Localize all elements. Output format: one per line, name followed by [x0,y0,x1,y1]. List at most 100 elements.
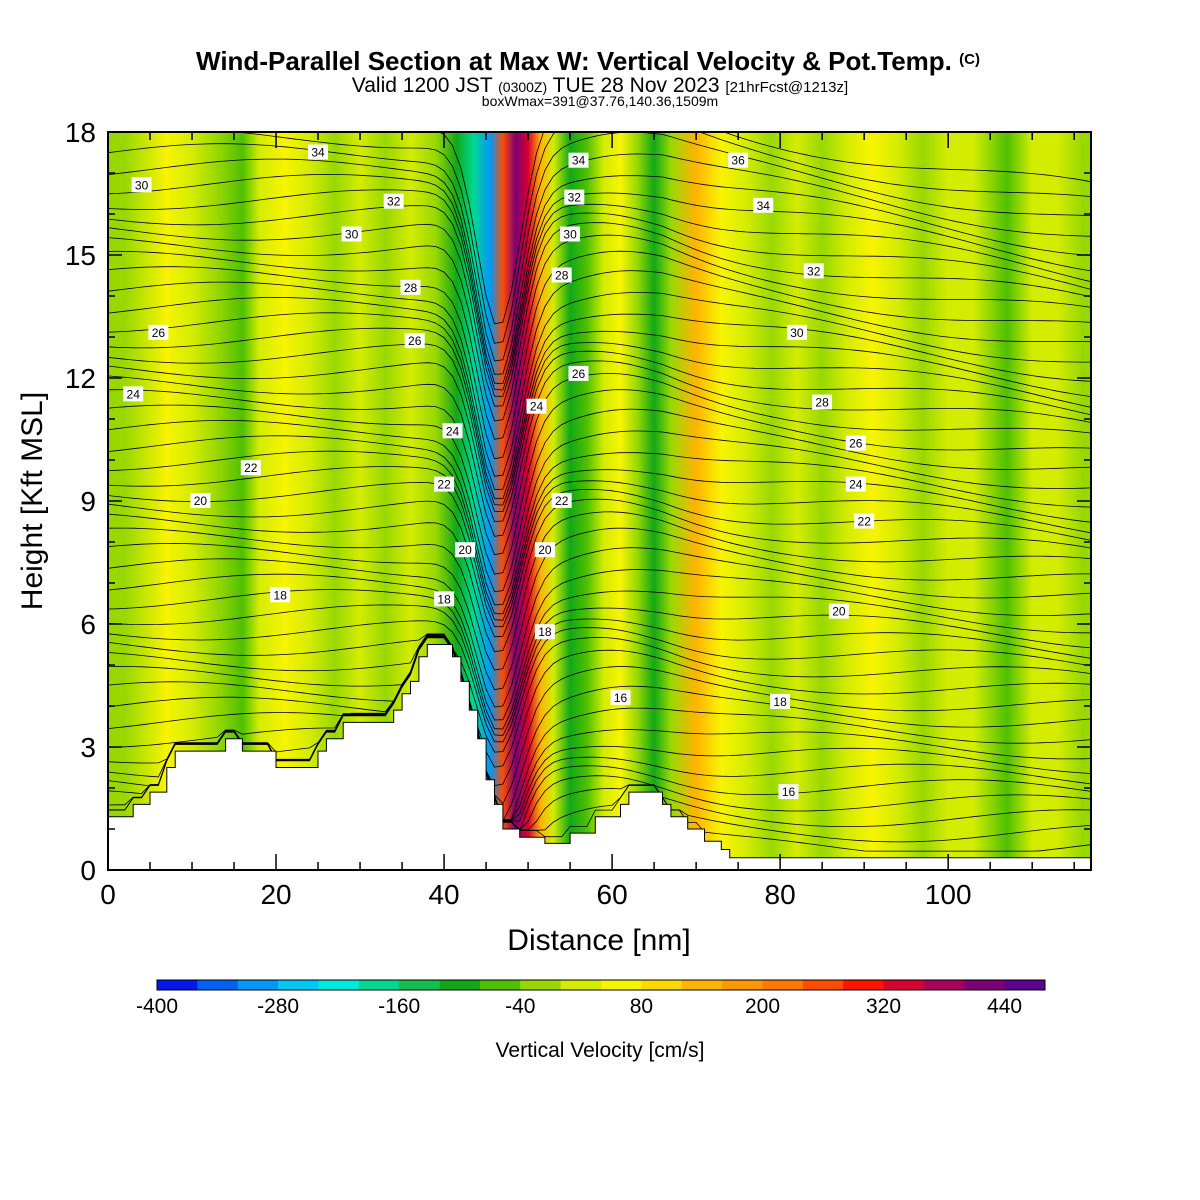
x-tick-label: 40 [428,879,459,910]
isentrope-line [108,234,1091,440]
colorbar: -400 -280 -160 -40 80 200 320 440 [136,979,1046,1018]
svg-text:32: 32 [568,191,582,205]
svg-text:22: 22 [858,515,872,529]
svg-text:32: 32 [807,264,821,278]
colorbar-swatch [762,980,804,990]
chart-subtitle: Valid 1200 JST (0300Z) TUE 28 Nov 2023 [… [352,74,848,97]
svg-text:28: 28 [555,269,569,283]
svg-text:24: 24 [446,424,460,438]
colorbar-tick-label: -160 [378,995,420,1018]
svg-text:18: 18 [437,592,451,606]
isentrope-label: 22 [240,460,261,476]
svg-text:30: 30 [135,178,149,192]
svg-text:30: 30 [345,228,359,242]
isentrope-line [108,430,1091,606]
isentrope-line [108,618,1091,743]
isentrope-line [108,547,1091,708]
isentrope-label: 26 [568,365,589,381]
svg-text:18: 18 [274,588,288,602]
colorbar-tick-label: 320 [866,995,901,1018]
svg-text:16: 16 [614,691,628,705]
colorbar-swatch [802,980,844,990]
svg-text:22: 22 [244,461,258,475]
chart-title: Wind-Parallel Section at Max W: Vertical… [196,46,980,76]
isentrope-label: 26 [404,333,425,349]
isentrope-line [108,527,1091,691]
svg-text:34: 34 [757,199,771,213]
x-tick-label: 80 [765,879,796,910]
isentrope-line [108,222,1091,422]
svg-text:28: 28 [404,281,418,295]
isentrope-label: 16 [610,689,631,705]
isentrope-line [108,635,1091,821]
isentrope-line [319,132,1091,325]
svg-text:36: 36 [731,154,745,168]
x-axis-label: Distance [nm] [507,924,690,957]
isentrope-line [108,327,1091,506]
svg-text:26: 26 [849,437,863,451]
isentrope-line [108,212,1091,407]
colorbar-swatch [681,980,723,990]
isentrope-label: 26 [148,324,169,340]
isentrope-label: 34 [568,152,589,168]
svg-text:32: 32 [387,195,401,209]
plot-area: 34 30 32 30 28 26 26 24 24 22 22 20 20 18 18 34 32 30 28 26… [108,132,1091,870]
svg-text:22: 22 [437,478,451,492]
isentrope-line [108,132,1091,362]
isentrope-label: 30 [131,177,152,193]
isentrope-label: 24 [442,423,463,439]
subtitle-date: TUE 28 Nov 2023 [553,74,720,97]
isentrope-label: 18 [434,591,455,607]
colorbar-swatch [520,980,562,990]
x-tick-label: 60 [597,879,628,910]
colorbar-swatch [439,980,481,990]
isentrope-label: 30 [560,226,581,242]
y-tick-label: 3 [80,732,96,763]
isentrope-line [108,350,1091,522]
isentrope-line [108,635,1091,821]
isentrope-line [108,450,1091,615]
svg-text:22: 22 [555,494,569,508]
colorbar-swatch [237,980,279,990]
isentrope-line [108,292,1091,490]
isentrope-label: 36 [728,152,749,168]
svg-text:26: 26 [572,367,586,381]
isentrope-line [108,604,1091,736]
isentrope-line [108,270,1091,477]
svg-text:26: 26 [408,334,422,348]
svg-text:18: 18 [773,695,787,709]
colorbar-swatch [843,980,884,990]
subtitle-utc: (0300Z) [498,79,547,95]
colorbar-swatch [197,980,239,990]
isentrope-label: 30 [786,324,807,340]
isentrope-labels: 34 30 32 30 28 26 26 24 24 22 22 20 20 18 18 34 32 30 28 26… [123,144,875,800]
colorbar-swatch [641,980,683,990]
isentrope-line [108,466,1091,621]
isentrope-line [108,189,1091,391]
colorbar-swatch [278,980,319,990]
isentrope-line [108,480,1091,628]
isentrope-line [108,488,1091,638]
isentrope-label: 34 [753,197,774,213]
colorbar-tick-label: -400 [136,995,178,1018]
colorbar-swatch [358,980,400,990]
isentrope-label: 28 [400,279,421,295]
colorbar-label: Vertical Velocity [cm/s] [496,1039,705,1062]
colorbar-swatch [318,980,360,990]
svg-text:24: 24 [127,387,141,401]
isentrope-line [108,153,1091,375]
svg-text:20: 20 [832,605,846,619]
svg-text:20: 20 [458,543,472,557]
svg-text:26: 26 [152,326,166,340]
isentrope-label: 18 [534,624,555,640]
isentrope-line [108,173,1091,384]
x-tick-label: 0 [100,879,116,910]
isentrope-label: 24 [845,476,866,492]
isentrope-label: 24 [526,398,547,414]
subtitle-valid: Valid 1200 JST [352,74,493,97]
svg-text:28: 28 [815,396,829,410]
colorbar-tick-label: -40 [505,995,535,1018]
colorbar-swatch [923,980,965,990]
isentrope-label: 34 [308,144,328,160]
